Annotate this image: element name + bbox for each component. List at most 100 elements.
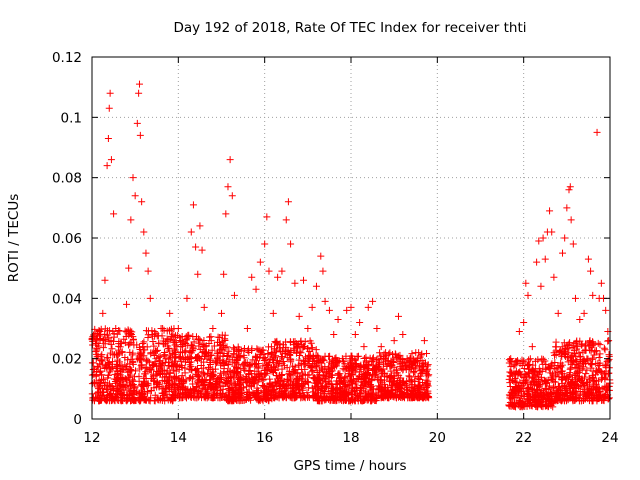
data-point: [144, 389, 152, 397]
data-point: [313, 362, 321, 370]
data-point: [118, 349, 126, 357]
data-point: [548, 360, 556, 368]
data-point: [271, 366, 279, 374]
x-tick-label: 14: [170, 430, 187, 446]
data-point: [275, 360, 283, 368]
data-point: [539, 388, 547, 396]
data-point: [286, 370, 294, 378]
data-point: [394, 393, 402, 401]
data-point: [108, 358, 116, 366]
x-tick-label: 12: [83, 430, 100, 446]
data-point: [299, 394, 307, 402]
data-point: [270, 394, 278, 402]
data-point: [346, 372, 354, 380]
data-point: [255, 364, 263, 372]
data-point: [590, 385, 598, 393]
data-point: [548, 228, 556, 236]
data-point: [230, 350, 238, 358]
data-point: [316, 358, 324, 366]
axis-ticks: [91, 56, 611, 420]
data-point: [266, 367, 274, 375]
data-point: [601, 383, 609, 391]
data-point: [569, 352, 577, 360]
data-point: [382, 349, 390, 357]
data-point: [566, 183, 574, 191]
data-point: [531, 357, 539, 365]
data-point: [171, 382, 179, 390]
data-point: [397, 364, 405, 372]
data-point: [304, 345, 312, 353]
data-point: [386, 361, 394, 369]
data-point: [263, 213, 271, 221]
data-point: [112, 364, 120, 372]
data-point: [588, 338, 596, 346]
data-point: [201, 380, 209, 388]
data-point: [149, 337, 157, 345]
data-point: [112, 325, 120, 332]
data-point: [187, 386, 195, 394]
data-point: [272, 381, 280, 389]
data-point: [596, 350, 604, 358]
data-point: [335, 396, 343, 404]
data-point: [506, 399, 514, 407]
data-point: [308, 368, 316, 376]
data-point: [266, 355, 274, 363]
data-point: [321, 297, 329, 305]
data-point: [258, 382, 266, 390]
data-point: [513, 393, 521, 401]
data-point: [235, 361, 243, 369]
data-point: [153, 355, 161, 363]
data-point: [378, 379, 386, 387]
data-point: [354, 363, 362, 371]
data-point: [280, 357, 288, 365]
data-point: [362, 371, 370, 379]
data-point: [251, 367, 259, 375]
data-point: [529, 361, 537, 369]
data-point: [405, 384, 413, 392]
data-point: [552, 372, 560, 380]
data-point: [519, 387, 527, 395]
data-point: [374, 375, 382, 383]
data-point: [527, 385, 535, 393]
data-point: [518, 383, 526, 391]
data-point: [103, 354, 111, 362]
data-point: [366, 386, 374, 394]
data-point: [184, 387, 192, 395]
data-point: [551, 359, 559, 367]
data-point: [284, 376, 292, 384]
data-point: [547, 390, 555, 398]
data-point: [298, 384, 306, 392]
data-point: [252, 285, 260, 293]
y-tick-label: 0: [73, 412, 82, 428]
data-point: [246, 377, 254, 385]
data-point: [93, 367, 101, 375]
data-point: [593, 128, 601, 136]
data-point: [289, 390, 297, 398]
data-point: [326, 380, 334, 388]
data-point: [567, 392, 575, 400]
data-point: [303, 389, 311, 397]
data-point: [223, 343, 231, 351]
data-point: [387, 361, 395, 369]
data-point: [601, 346, 609, 354]
data-point: [160, 373, 168, 381]
data-point: [565, 349, 573, 357]
data-point: [216, 342, 224, 350]
data-point: [329, 388, 337, 396]
data-point: [108, 383, 116, 391]
data-point: [108, 345, 116, 353]
data-point: [511, 374, 519, 382]
data-point: [274, 273, 282, 281]
data-point: [264, 349, 272, 357]
data-point: [424, 361, 432, 369]
data-point: [183, 334, 191, 342]
data-point: [201, 392, 209, 400]
data-point: [210, 386, 218, 394]
data-point: [213, 355, 221, 363]
data-point: [207, 333, 215, 341]
data-point: [377, 343, 385, 351]
data-point: [567, 364, 575, 372]
data-point: [287, 356, 295, 364]
data-point: [160, 326, 168, 334]
data-point: [193, 353, 201, 361]
